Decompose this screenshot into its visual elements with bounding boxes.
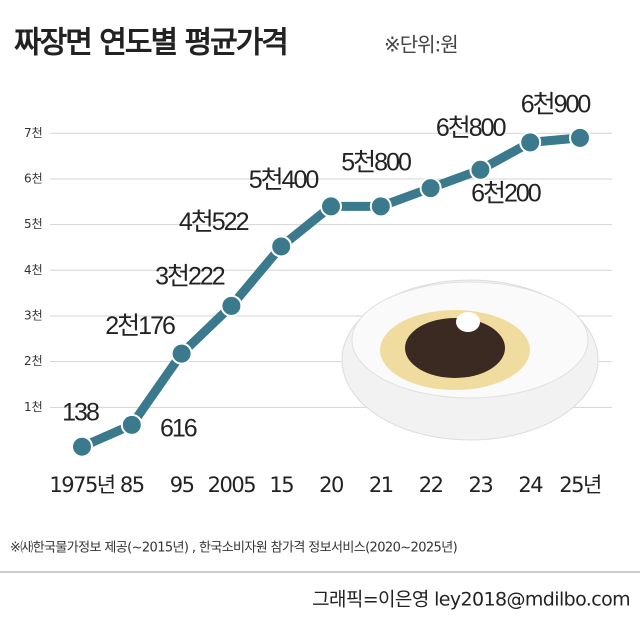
data-label: 6천900 (521, 90, 591, 118)
x-tick-label: 23 (469, 473, 493, 497)
data-label: 138 (62, 398, 99, 426)
x-tick-label: 25년 (559, 473, 601, 497)
point (469, 158, 492, 181)
x-tick-label: 22 (419, 473, 443, 497)
y-tick-label: 3천 (24, 307, 43, 322)
x-tick-label: 20 (319, 473, 343, 497)
data-label: 2천176 (105, 312, 175, 340)
point (220, 294, 243, 317)
data-label: 616 (160, 414, 197, 442)
y-tick-label: 2천 (24, 353, 43, 368)
x-tick-label: 95 (170, 473, 194, 497)
y-tick-label: 5천 (24, 216, 43, 231)
point (419, 177, 442, 200)
x-tick-label: 2005 (208, 473, 256, 497)
chart-subtitle: ※단위:원 (384, 33, 458, 57)
data-label: 5천400 (249, 166, 319, 194)
data-label: 6천800 (436, 114, 506, 142)
point (369, 195, 392, 218)
bowl-illustration (341, 279, 599, 441)
data-label: 6천200 (471, 179, 541, 207)
x-tick-label: 1975년 (49, 473, 114, 497)
data-label: 4천522 (179, 208, 249, 236)
point (170, 342, 193, 365)
point (569, 126, 591, 149)
data-label: 3천222 (155, 262, 225, 290)
source-note: ※㈔한국물가정보 제공(~2015년) , 한국소비자원 참가격 정보서비스(2… (10, 541, 457, 556)
y-tick-label: 6천 (24, 170, 43, 185)
y-tick-label: 1천 (24, 399, 43, 414)
point (120, 413, 143, 436)
point (71, 435, 93, 458)
point (270, 235, 293, 258)
point (320, 195, 342, 218)
data-label: 5천800 (341, 149, 411, 177)
y-tick-label: 4천 (24, 262, 43, 277)
x-tick-label: 21 (369, 473, 393, 497)
x-tick-label: 24 (518, 473, 543, 497)
x-tick-label: 15 (269, 473, 293, 497)
credit: 그래픽=이은영 ley2018@mdilbo.com (312, 589, 630, 611)
point (519, 131, 542, 154)
chart-title: 짜장면 연도별 평균가격 (14, 26, 287, 61)
y-tick-label: 7천 (24, 125, 43, 140)
x-tick-label: 85 (120, 473, 144, 497)
